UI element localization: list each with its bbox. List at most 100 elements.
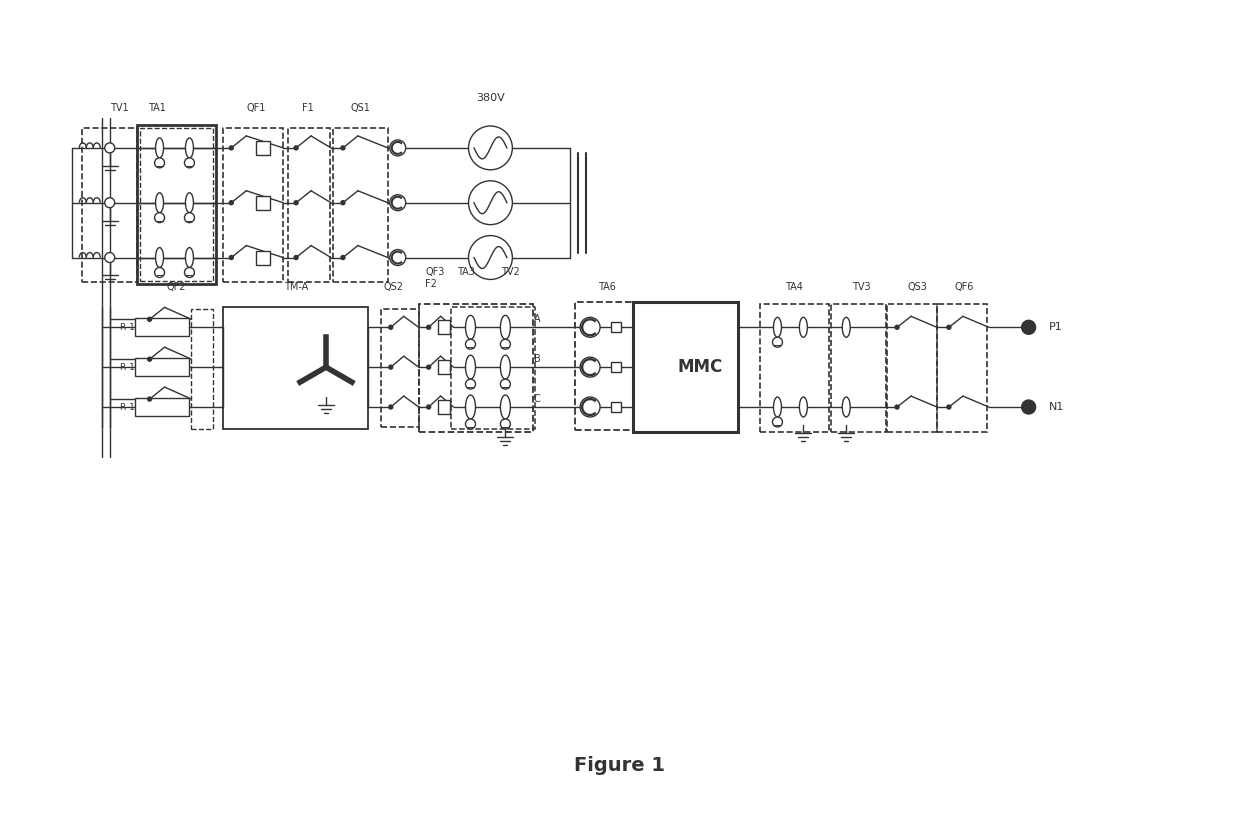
Text: F1: F1 <box>303 103 314 113</box>
Bar <box>140 128 213 281</box>
Bar <box>438 361 450 374</box>
Circle shape <box>185 213 195 222</box>
Bar <box>450 308 536 429</box>
Circle shape <box>341 201 345 205</box>
Circle shape <box>294 201 298 205</box>
Text: QS3: QS3 <box>908 283 928 293</box>
Circle shape <box>895 405 899 409</box>
Text: QF3: QF3 <box>425 267 445 278</box>
Circle shape <box>389 366 393 369</box>
Circle shape <box>501 339 511 349</box>
Circle shape <box>104 143 115 153</box>
Text: TA3: TA3 <box>456 267 475 278</box>
Bar <box>611 402 621 412</box>
Ellipse shape <box>800 397 807 417</box>
Circle shape <box>148 318 151 322</box>
Text: TM-A: TM-A <box>284 283 309 293</box>
Circle shape <box>947 405 951 409</box>
Text: B: B <box>534 354 541 364</box>
Circle shape <box>580 357 600 377</box>
Text: TV1: TV1 <box>110 103 129 113</box>
Text: TA1: TA1 <box>148 103 165 113</box>
Circle shape <box>427 366 430 369</box>
Ellipse shape <box>501 315 511 339</box>
Bar <box>887 304 937 432</box>
Circle shape <box>155 213 165 222</box>
Text: A: A <box>534 314 541 324</box>
Bar <box>135 318 190 337</box>
Bar <box>135 358 190 376</box>
Ellipse shape <box>842 397 851 417</box>
Text: QS1: QS1 <box>351 103 371 113</box>
Bar <box>611 323 621 332</box>
Circle shape <box>389 140 405 155</box>
Text: QF6: QF6 <box>954 283 973 293</box>
Circle shape <box>773 337 782 347</box>
Text: 380V: 380V <box>476 93 505 103</box>
Circle shape <box>773 417 782 427</box>
Circle shape <box>580 397 600 417</box>
Bar <box>438 320 450 334</box>
Ellipse shape <box>465 355 475 379</box>
Bar <box>223 128 283 283</box>
Bar <box>760 304 830 432</box>
Bar <box>135 398 190 416</box>
Bar <box>419 304 533 432</box>
Circle shape <box>465 419 475 429</box>
Circle shape <box>501 419 511 429</box>
Circle shape <box>895 325 899 329</box>
Ellipse shape <box>186 193 193 213</box>
Circle shape <box>148 357 151 361</box>
Ellipse shape <box>186 247 193 267</box>
Ellipse shape <box>155 247 164 267</box>
Bar <box>136 125 216 284</box>
Circle shape <box>1022 400 1035 414</box>
Text: R 1: R 1 <box>120 323 135 332</box>
Bar <box>632 303 738 432</box>
Circle shape <box>469 181 512 225</box>
Circle shape <box>341 146 345 150</box>
Circle shape <box>389 325 393 329</box>
Ellipse shape <box>774 318 781 337</box>
Bar <box>575 303 635 430</box>
Text: TV3: TV3 <box>852 283 870 293</box>
Circle shape <box>294 146 298 150</box>
Bar <box>82 128 136 283</box>
Circle shape <box>104 198 115 208</box>
Bar <box>257 251 270 265</box>
Circle shape <box>185 267 195 277</box>
Ellipse shape <box>465 395 475 419</box>
Text: Figure 1: Figure 1 <box>574 757 666 776</box>
Circle shape <box>104 252 115 262</box>
Text: TA6: TA6 <box>598 283 616 293</box>
Bar <box>334 128 388 283</box>
Text: R 1: R 1 <box>120 363 135 371</box>
Circle shape <box>427 325 430 329</box>
Circle shape <box>229 201 233 205</box>
Ellipse shape <box>155 193 164 213</box>
Circle shape <box>427 405 430 409</box>
Circle shape <box>465 339 475 349</box>
Circle shape <box>148 397 151 401</box>
Bar <box>257 196 270 210</box>
Text: P1: P1 <box>1049 323 1063 332</box>
Text: QS2: QS2 <box>383 283 404 293</box>
Ellipse shape <box>501 395 511 419</box>
Bar <box>611 362 621 372</box>
Bar <box>191 309 213 429</box>
Bar <box>438 400 450 414</box>
Text: QF2: QF2 <box>166 283 186 293</box>
Text: C: C <box>534 394 541 404</box>
Ellipse shape <box>774 397 781 417</box>
Circle shape <box>389 405 393 409</box>
Circle shape <box>229 146 233 150</box>
Text: N1: N1 <box>1049 402 1064 412</box>
Circle shape <box>294 256 298 260</box>
Circle shape <box>465 379 475 389</box>
Ellipse shape <box>842 318 851 337</box>
Circle shape <box>469 236 512 280</box>
Bar <box>937 304 987 432</box>
Text: TV2: TV2 <box>501 267 520 278</box>
Bar <box>381 309 419 427</box>
Bar <box>257 141 270 155</box>
